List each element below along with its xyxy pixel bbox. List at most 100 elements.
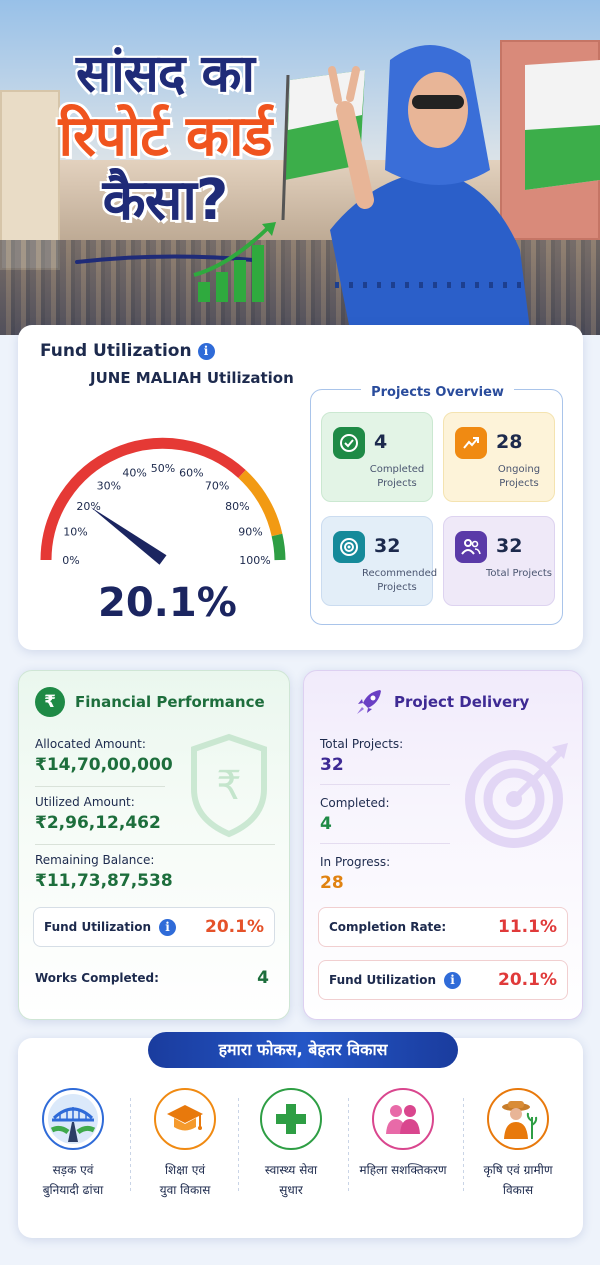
fund-utilization-card: Fund Utilization i JUNE MALIAH Utilizati…: [18, 325, 583, 650]
stat-total[interactable]: 32 Total Projects: [443, 516, 555, 606]
allocated-amount-value: ₹14,70,00,000: [35, 755, 173, 775]
check-icon: [333, 427, 365, 459]
financial-performance-title: Financial Performance: [75, 693, 265, 711]
growth-chart-icon: [193, 222, 276, 302]
gauge-tick-label: 100%: [239, 554, 270, 567]
hero-title-line2: रिपोर्ट कार्ड: [58, 104, 273, 169]
party-flag-right: [525, 60, 600, 190]
remaining-balance-value: ₹11,73,87,538: [35, 871, 173, 891]
hero-banner: सांसद का रिपोर्ट कार्ड कैसा?: [0, 0, 600, 335]
works-completed: Works Completed: 4: [33, 963, 275, 993]
focus-item-agriculture[interactable]: कृषि एवं ग्रामीण विकास: [463, 1088, 573, 1200]
in-progress-value: 28: [320, 873, 344, 893]
trend-up-icon: [455, 427, 487, 459]
hero-title-line1: सांसद का: [76, 44, 255, 104]
rocket-icon: [357, 690, 381, 714]
fund-utilization-title-text: Fund Utilization: [40, 341, 192, 361]
in-progress: In Progress: 28: [320, 855, 390, 893]
projects-overview-title: Projects Overview: [311, 381, 564, 400]
focus-item-education[interactable]: शिक्षा एवं युवा विकास: [130, 1088, 240, 1200]
gauge-needle: [90, 506, 167, 565]
project-delivery-card: Project Delivery Total Projects: 32 Comp…: [303, 670, 583, 1020]
divider: [238, 1098, 239, 1193]
completion-rate-value: 11.1%: [498, 917, 557, 937]
delivery-fund-utilization: Fund Utilization i 20.1%: [318, 960, 568, 1000]
projects-overview-title-text: Projects Overview: [361, 385, 514, 400]
info-icon[interactable]: i: [197, 342, 215, 360]
focus-label-line2: विकास: [502, 1183, 534, 1197]
stat-ongoing[interactable]: 28 Ongoing Projects: [443, 412, 555, 502]
stat-completed[interactable]: 4 Completed Projects: [321, 412, 433, 502]
shield-rupee-watermark-icon: ₹: [191, 733, 267, 838]
stat-recommended-label: Recommended Projects: [362, 568, 438, 593]
gauge-tick-label: 50%: [151, 462, 175, 475]
utilization-gauge: 0% 10% 20% 30%40% 50% 60%70% 80% 90% 100%: [40, 437, 286, 567]
completed-label: Completed:: [320, 796, 390, 810]
fin-fund-utilization-value: 20.1%: [205, 917, 264, 937]
focus-banner: हमारा फोकस, बेहतर विकास: [148, 1032, 458, 1068]
gauge-tick-label: 90%: [238, 526, 262, 539]
info-icon[interactable]: i: [444, 971, 461, 989]
focus-item-infrastructure[interactable]: सड़क एवं बुनियादी ढांचा: [18, 1088, 128, 1200]
info-icon[interactable]: i: [159, 918, 176, 936]
project-delivery-title: Project Delivery: [394, 693, 530, 711]
gauge-arc-green: [271, 533, 286, 561]
gauge-tick-label: 10%: [63, 526, 87, 539]
project-delivery-header: Project Delivery: [354, 687, 529, 717]
medical-cross-icon: [260, 1088, 322, 1150]
focus-label: कृषि एवं ग्रामीण विकास: [463, 1160, 573, 1200]
women-icon: [372, 1088, 434, 1150]
party-flag: [281, 70, 365, 220]
gauge-tick-label: 20%: [76, 500, 100, 513]
focus-label: शिक्षा एवं युवा विकास: [130, 1160, 240, 1200]
focus-label-line1: स्वास्थ्य सेवा: [264, 1163, 318, 1177]
divider: [35, 844, 275, 845]
target-icon: [333, 531, 365, 563]
stat-ongoing-label: Ongoing Projects: [497, 464, 541, 489]
focus-item-women[interactable]: महिला सशक्तिकरण: [348, 1088, 458, 1180]
total-projects: Total Projects: 32: [320, 737, 403, 775]
stat-recommended-value: 32: [374, 535, 401, 557]
stat-completed-value: 4: [374, 431, 388, 453]
focus-item-health[interactable]: स्वास्थ्य सेवा सुधार: [236, 1088, 346, 1200]
delivery-fund-utilization-value: 20.1%: [498, 970, 557, 990]
completion-rate: Completion Rate: 11.1%: [318, 907, 568, 947]
gauge-subtitle: JUNE MALIAH Utilization: [90, 369, 294, 387]
focus-label: सड़क एवं बुनियादी ढांचा: [18, 1160, 128, 1200]
svg-text:₹: ₹: [216, 763, 241, 809]
divider: [348, 1098, 349, 1193]
divider: [130, 1098, 131, 1193]
stat-completed-label: Completed Projects: [369, 464, 425, 489]
focus-label-line2: बुनियादी ढांचा: [42, 1183, 104, 1197]
hero-title-line3: कैसा?: [102, 168, 229, 233]
completed-projects: Completed: 4: [320, 796, 390, 834]
focus-label-line1: सड़क एवं: [52, 1163, 94, 1177]
stat-total-label: Total Projects: [486, 568, 552, 579]
focus-label-line1: महिला सशक्तिकरण: [359, 1163, 447, 1177]
remaining-balance-label: Remaining Balance:: [35, 853, 155, 867]
financial-performance-card: ₹ Financial Performance ₹ Allocated Amou…: [18, 670, 290, 1020]
gauge-arc-red: [40, 437, 246, 561]
rupee-icon: ₹: [35, 687, 65, 717]
stat-recommended[interactable]: 32 Recommended Projects: [321, 516, 438, 606]
farmer-icon: [487, 1088, 549, 1150]
stat-total-value: 32: [496, 535, 523, 557]
fund-utilization-title: Fund Utilization i: [40, 341, 215, 361]
mp-portrait: [328, 45, 530, 330]
focus-areas-card: हमारा फोकस, बेहतर विकास सड़क एवं बुनियाद…: [18, 1032, 583, 1238]
divider: [320, 784, 450, 785]
utilized-amount: Utilized Amount: ₹2,96,12,462: [35, 795, 161, 833]
completed-value: 4: [320, 814, 332, 834]
users-icon: [455, 531, 487, 563]
delivery-fund-utilization-label: Fund Utilization: [329, 973, 436, 987]
divider: [463, 1098, 464, 1193]
fin-fund-utilization: Fund Utilization i 20.1%: [33, 907, 275, 947]
stat-ongoing-value: 28: [496, 431, 523, 453]
gauge-tick-label: 80%: [225, 500, 249, 513]
target-watermark-icon: [465, 743, 568, 848]
allocated-amount-label: Allocated Amount:: [35, 737, 146, 751]
gauge-tick-label: 0%: [62, 554, 79, 567]
utilized-amount-value: ₹2,96,12,462: [35, 813, 161, 833]
gauge-tick-label: 70%: [205, 480, 229, 493]
gauge-tick-label: 60%: [179, 467, 203, 480]
